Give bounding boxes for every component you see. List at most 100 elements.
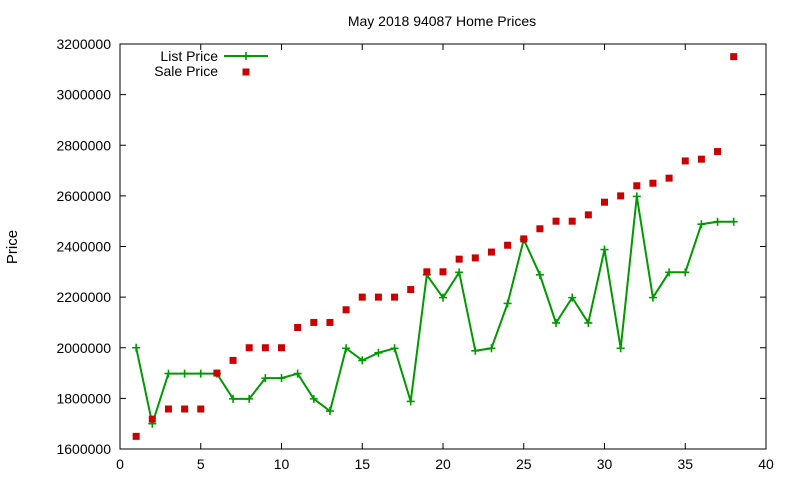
- legend-key-list-price-marker: [242, 52, 250, 60]
- list-price-point: [552, 318, 561, 327]
- x-tick-label: 5: [197, 456, 205, 472]
- y-tick-label: 2600000: [56, 188, 111, 204]
- list-price-point: [164, 369, 173, 378]
- list-price-point: [535, 270, 544, 279]
- x-tick-label: 25: [516, 456, 532, 472]
- sale-price-point: [148, 415, 156, 423]
- x-tick-label: 30: [597, 456, 613, 472]
- sale-price-point: [391, 293, 399, 301]
- y-tick-label: 2000000: [56, 340, 111, 356]
- list-price-point: [261, 374, 270, 383]
- y-tick-label: 3200000: [56, 36, 111, 52]
- x-tick-label: 40: [758, 456, 774, 472]
- sale-price-point: [552, 217, 560, 225]
- sale-price-point: [294, 324, 302, 331]
- sale-price-point: [697, 155, 705, 163]
- sale-price-point: [164, 405, 172, 413]
- sale-price-point: [342, 306, 350, 314]
- list-price-point: [390, 344, 399, 353]
- sale-price-point: [358, 293, 366, 301]
- list-price-point: [616, 344, 625, 353]
- list-price-point: [342, 344, 351, 353]
- sale-price-point: [633, 182, 641, 190]
- sale-price-point: [601, 198, 608, 206]
- list-price-point: [729, 217, 738, 226]
- list-price-point: [665, 268, 674, 277]
- list-price-point: [600, 245, 609, 254]
- plot-frame: [119, 43, 767, 450]
- list-price-point: [455, 268, 464, 277]
- list-price-point: [293, 369, 302, 378]
- x-tick-label: 15: [354, 456, 370, 472]
- sale-price-point: [536, 225, 544, 233]
- list-price-point: [374, 348, 383, 357]
- list-price-point: [697, 220, 706, 229]
- plot-area: 0 5 10 15 20 25 30 35 40 1600000 1800000 2000000 220…: [56, 36, 774, 472]
- sale-price-point: [504, 241, 512, 249]
- sale-price-point: [665, 174, 673, 182]
- x-tick-label: 20: [435, 456, 451, 472]
- sale-price-point: [278, 344, 285, 352]
- sale-price-point: [471, 254, 479, 262]
- sale-price-point: [568, 217, 576, 225]
- x-tick-label: 35: [677, 456, 693, 472]
- sale-price-point: [245, 344, 253, 352]
- list-price-point: [277, 374, 286, 383]
- x-tick-label: 10: [274, 456, 290, 472]
- list-price-point: [309, 394, 318, 403]
- sale-price-point: [617, 192, 625, 200]
- sale-price-point: [407, 286, 415, 294]
- sale-price-point: [229, 356, 237, 364]
- y-axis-label: Price: [4, 230, 21, 264]
- legend: List Price Sale Price: [154, 48, 268, 79]
- list-price-point: [439, 293, 447, 302]
- x-tick-label: 0: [116, 456, 124, 472]
- sale-price-point: [649, 179, 657, 187]
- sale-price-point: [423, 268, 431, 276]
- list-price-point: [245, 394, 254, 403]
- sale-price-point: [326, 318, 334, 326]
- sale-price-point: [487, 248, 495, 256]
- list-price-point: [713, 217, 722, 226]
- y-tick-label: 1800000: [56, 390, 111, 406]
- sale-price-point: [132, 432, 140, 440]
- sale-price-point: [455, 255, 463, 263]
- y-tick-label: 2400000: [56, 239, 111, 255]
- sale-price-point: [439, 268, 447, 276]
- y-tick-label: 3000000: [56, 87, 111, 103]
- list-price-point: [681, 268, 690, 277]
- list-price-point: [180, 369, 189, 378]
- sale-price-point: [681, 157, 689, 165]
- list-price-point: [503, 299, 512, 308]
- list-price-point: [471, 346, 480, 355]
- list-price-point: [229, 394, 238, 403]
- sale-price-point: [213, 369, 221, 377]
- list-price-point: [358, 356, 367, 365]
- list-price-point: [648, 293, 657, 302]
- sale-price-point: [197, 405, 205, 413]
- sale-price-point: [310, 318, 318, 326]
- list-price-point: [406, 397, 415, 406]
- sale-price-point: [520, 235, 528, 243]
- list-price-point: [132, 343, 141, 352]
- legend-label-sale-price: Sale Price: [154, 63, 218, 79]
- y-tick-label: 2800000: [56, 137, 111, 153]
- sale-price-point: [374, 293, 382, 301]
- list-price-point: [487, 344, 496, 353]
- sale-price-point: [714, 148, 722, 156]
- list-price-point: [196, 369, 205, 378]
- list-price-point: [632, 192, 641, 201]
- sale-price-point: [584, 211, 592, 219]
- chart-title: May 2018 94087 Home Prices: [348, 13, 536, 29]
- y-tick-label: 1600000: [56, 441, 111, 457]
- sale-price-point: [730, 53, 738, 61]
- legend-label-list-price: List Price: [160, 48, 218, 64]
- legend-key-sale-price: [242, 68, 250, 76]
- sale-price-point: [181, 405, 189, 413]
- series-line-list-price: [135, 196, 734, 428]
- list-price-point: [325, 407, 334, 416]
- sale-price-point: [261, 344, 269, 352]
- list-price-point: [584, 318, 593, 327]
- list-price-point: [568, 293, 577, 302]
